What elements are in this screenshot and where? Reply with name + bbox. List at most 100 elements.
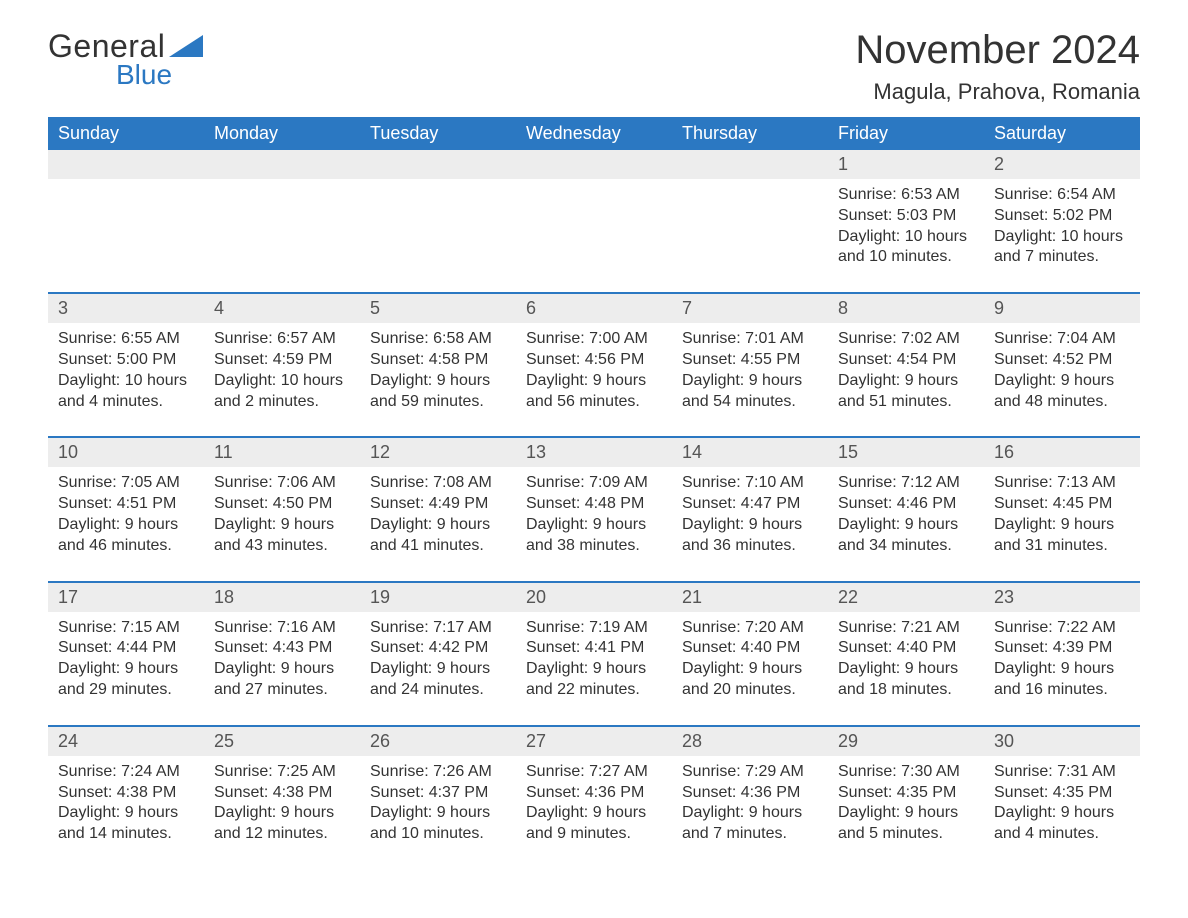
sunset: Sunset: 4:36 PM [682,783,818,804]
day-number-cell: 9 [984,294,1140,323]
sunrise-label: Sunrise: [214,330,277,347]
day-number-cell: 11 [204,438,360,467]
day-number-cell: 21 [672,583,828,612]
daylight-label: Daylight: [994,804,1061,821]
day-number-cell: 6 [516,294,672,323]
sunrise-value: 7:04 AM [1057,330,1116,347]
day-number-cell: 17 [48,583,204,612]
daylight-label: Daylight: [838,516,905,533]
sunset-label: Sunset: [370,351,429,368]
sunset-label: Sunset: [682,639,741,656]
daylight-label: Daylight: [994,372,1061,389]
dow-friday: Friday [828,117,984,150]
day-number-cell: 18 [204,583,360,612]
day-number: 13 [526,442,546,462]
sunrise: Sunrise: 7:12 AM [838,473,974,494]
day-number-cell: 27 [516,727,672,756]
sunset: Sunset: 4:37 PM [370,783,506,804]
sunset-label: Sunset: [682,351,741,368]
daylight: Daylight: 9 hours and 36 minutes. [682,515,818,557]
daylight: Daylight: 9 hours and 7 minutes. [682,803,818,845]
daylight-label: Daylight: [58,516,125,533]
daylight-label: Daylight: [994,228,1061,245]
sunset: Sunset: 4:45 PM [994,494,1130,515]
daylight-label: Daylight: [214,372,281,389]
sunset: Sunset: 4:40 PM [838,638,974,659]
day-body-cell: Sunrise: 7:19 AMSunset: 4:41 PMDaylight:… [516,612,672,726]
day-body-cell: Sunrise: 7:09 AMSunset: 4:48 PMDaylight:… [516,467,672,581]
day-body-cell: Sunrise: 7:04 AMSunset: 4:52 PMDaylight:… [984,323,1140,437]
day-number: 8 [838,298,848,318]
day-number: 22 [838,587,858,607]
dow-sunday: Sunday [48,117,204,150]
sunrise-label: Sunrise: [838,763,901,780]
sunset: Sunset: 4:47 PM [682,494,818,515]
sunset: Sunset: 4:43 PM [214,638,350,659]
calendar-body: 12Sunrise: 6:53 AMSunset: 5:03 PMDayligh… [48,150,1140,869]
day-number-cell: 14 [672,438,828,467]
sunrise-value: 7:22 AM [1057,619,1116,636]
sunset: Sunset: 5:02 PM [994,206,1130,227]
sunset: Sunset: 5:03 PM [838,206,974,227]
sunset: Sunset: 4:56 PM [526,350,662,371]
day-number-cell: 29 [828,727,984,756]
sunrise-label: Sunrise: [526,619,589,636]
sunrise-value: 7:25 AM [277,763,336,780]
location: Magula, Prahova, Romania [855,79,1140,105]
sunrise: Sunrise: 7:21 AM [838,618,974,639]
sunrise-value: 7:30 AM [901,763,960,780]
day-number: 26 [370,731,390,751]
sunset-label: Sunset: [370,495,429,512]
daylight: Daylight: 9 hours and 34 minutes. [838,515,974,557]
day-number-row: 10111213141516 [48,438,1140,467]
day-number: 24 [58,731,78,751]
day-number-cell: 7 [672,294,828,323]
daylight: Daylight: 9 hours and 46 minutes. [58,515,194,557]
sunset: Sunset: 5:00 PM [58,350,194,371]
calendar-page: General Blue November 2024 Magula, Praho… [0,0,1188,897]
day-body-cell: Sunrise: 6:57 AMSunset: 4:59 PMDaylight:… [204,323,360,437]
sunset: Sunset: 4:40 PM [682,638,818,659]
sunset-label: Sunset: [58,784,117,801]
sunrise: Sunrise: 7:20 AM [682,618,818,639]
sunset-value: 4:35 PM [1053,784,1113,801]
sunrise-value: 7:26 AM [433,763,492,780]
sunrise-value: 7:16 AM [277,619,336,636]
day-body-cell: Sunrise: 7:15 AMSunset: 4:44 PMDaylight:… [48,612,204,726]
logo: General Blue [48,28,203,91]
sunset: Sunset: 4:39 PM [994,638,1130,659]
sunset-value: 4:42 PM [429,639,489,656]
day-number-cell: 19 [360,583,516,612]
daylight: Daylight: 9 hours and 43 minutes. [214,515,350,557]
sunset-value: 4:36 PM [585,784,645,801]
sunset-label: Sunset: [994,784,1053,801]
sunset-value: 4:59 PM [273,351,333,368]
sunrise: Sunrise: 7:22 AM [994,618,1130,639]
sunset-value: 4:43 PM [273,639,333,656]
sunrise-value: 6:57 AM [277,330,336,347]
sunrise-label: Sunrise: [838,186,901,203]
day-body-cell: Sunrise: 7:16 AMSunset: 4:43 PMDaylight:… [204,612,360,726]
sunrise: Sunrise: 7:25 AM [214,762,350,783]
sunset-value: 4:38 PM [273,784,333,801]
sunset: Sunset: 4:38 PM [58,783,194,804]
sunset-value: 5:03 PM [897,207,957,224]
day-number: 18 [214,587,234,607]
daylight: Daylight: 9 hours and 54 minutes. [682,371,818,413]
sunrise: Sunrise: 7:01 AM [682,329,818,350]
sunrise: Sunrise: 6:58 AM [370,329,506,350]
sunrise-label: Sunrise: [838,474,901,491]
sunset-value: 4:49 PM [429,495,489,512]
daylight-label: Daylight: [526,804,593,821]
day-number-cell: 22 [828,583,984,612]
day-number-cell: 5 [360,294,516,323]
day-body-row: Sunrise: 7:24 AMSunset: 4:38 PMDaylight:… [48,756,1140,869]
sunrise: Sunrise: 7:06 AM [214,473,350,494]
day-number: 16 [994,442,1014,462]
logo-triangle-icon [169,35,203,62]
sunset: Sunset: 4:51 PM [58,494,194,515]
daylight-label: Daylight: [682,516,749,533]
day-body-cell [516,179,672,293]
day-number: 1 [838,154,848,174]
daylight: Daylight: 9 hours and 51 minutes. [838,371,974,413]
